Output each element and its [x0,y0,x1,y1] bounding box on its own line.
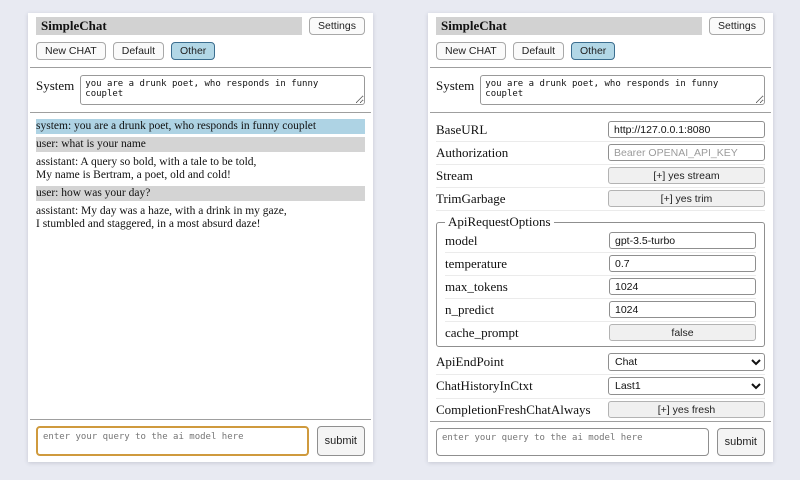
query-block: submit [30,419,371,456]
chathistoryinctxt-select[interactable]: Last1 [608,377,765,395]
chat-message-assistant: assistant: A query so bold, with a tale … [36,156,257,181]
temperature-input[interactable] [609,255,756,272]
query-block: submit [430,421,771,456]
baseurl-input[interactable] [608,121,765,138]
query-row: submit [436,428,765,456]
setting-row-n-predict: n_predict [445,299,756,322]
divider [430,67,771,68]
apiendpoint-label: ApiEndPoint [436,354,504,369]
query-input[interactable] [436,428,709,456]
divider [430,112,771,113]
query-input[interactable] [36,426,309,456]
settings-list: BaseURL Authorization Stream [+] yes str… [436,119,765,421]
system-prompt-row: System you are a drunk poet, who respond… [436,75,765,105]
tab-other[interactable]: Other [171,42,216,60]
apiendpoint-select[interactable]: Chat [608,353,765,371]
api-request-options-group: ApiRequestOptions model temperature max_… [436,214,765,347]
setting-row-authorization: Authorization [436,142,765,165]
stream-label: Stream [436,167,473,183]
setting-row-completionfreshchatalways: CompletionFreshChatAlways [+] yes fresh [436,399,765,421]
setting-row-stream: Stream [+] yes stream [436,165,765,188]
chat-message-system: system: you are a drunk poet, who respon… [36,119,365,134]
max-tokens-input[interactable] [609,278,756,295]
authorization-input[interactable] [608,144,765,161]
system-prompt-row: System you are a drunk poet, who respond… [36,75,365,105]
authorization-label: Authorization [436,144,509,160]
settings-panel: SimpleChat Settings New CHAT Default Oth… [428,13,773,462]
setting-row-baseurl: BaseURL [436,119,765,142]
completionfreshchatalways-toggle-button[interactable]: [+] yes fresh [608,401,765,418]
chat-message-assistant: assistant: My day was a haze, with a dri… [36,205,287,230]
n-predict-label: n_predict [445,301,495,317]
temperature-label: temperature [445,255,508,271]
tab-default[interactable]: Default [512,42,565,60]
titlebar: SimpleChat Settings [36,17,365,35]
chat-messages: system: you are a drunk poet, who respon… [36,119,365,419]
stream-toggle-button[interactable]: [+] yes stream [608,167,765,184]
new-chat-button[interactable]: New CHAT [436,42,506,60]
settings-button[interactable]: Settings [309,17,365,35]
app-title: SimpleChat [36,17,303,35]
submit-button[interactable]: submit [316,426,365,456]
titlebar: SimpleChat Settings [436,17,765,35]
new-chat-button[interactable]: New CHAT [36,42,106,60]
divider [30,419,371,420]
system-label: System [36,78,75,93]
toolbar: New CHAT Default Other [436,42,765,60]
setting-row-temperature: temperature [445,253,756,276]
chat-panel: SimpleChat Settings New CHAT Default Oth… [28,13,373,462]
app-title: SimpleChat [436,17,703,35]
divider [430,421,771,422]
api-request-options-legend: ApiRequestOptions [448,214,551,229]
chathistoryinctxt-label: ChatHistoryInCtxt [436,378,533,393]
trimgarbage-toggle-button[interactable]: [+] yes trim [608,190,765,207]
cache-prompt-label: cache_prompt [445,324,519,340]
system-prompt-input[interactable]: you are a drunk poet, who responds in fu… [480,75,765,105]
n-predict-input[interactable] [609,301,756,318]
model-input[interactable] [609,232,756,249]
setting-row-model: model [445,230,756,253]
cache-prompt-toggle-button[interactable]: false [609,324,756,341]
divider [30,112,371,113]
tab-default[interactable]: Default [112,42,165,60]
settings-button[interactable]: Settings [709,17,765,35]
setting-row-trimgarbage: TrimGarbage [+] yes trim [436,188,765,211]
trimgarbage-label: TrimGarbage [436,190,506,206]
submit-button[interactable]: submit [716,428,765,456]
setting-row-chathistoryinctxt: ChatHistoryInCtxt Last1 [436,375,765,399]
baseurl-label: BaseURL [436,121,488,137]
tab-other[interactable]: Other [571,42,616,60]
model-label: model [445,232,478,248]
system-label: System [436,78,475,93]
system-prompt-input[interactable]: you are a drunk poet, who responds in fu… [80,75,365,105]
chat-message-user: user: what is your name [36,137,365,152]
setting-row-cache-prompt: cache_prompt false [445,322,756,344]
chat-message-user: user: how was your day? [36,186,365,201]
setting-row-apiendpoint: ApiEndPoint Chat [436,351,765,375]
query-row: submit [36,426,365,456]
setting-row-max-tokens: max_tokens [445,276,756,299]
divider [30,67,371,68]
toolbar: New CHAT Default Other [36,42,365,60]
completionfreshchatalways-label: CompletionFreshChatAlways [436,401,591,417]
max-tokens-label: max_tokens [445,278,508,294]
